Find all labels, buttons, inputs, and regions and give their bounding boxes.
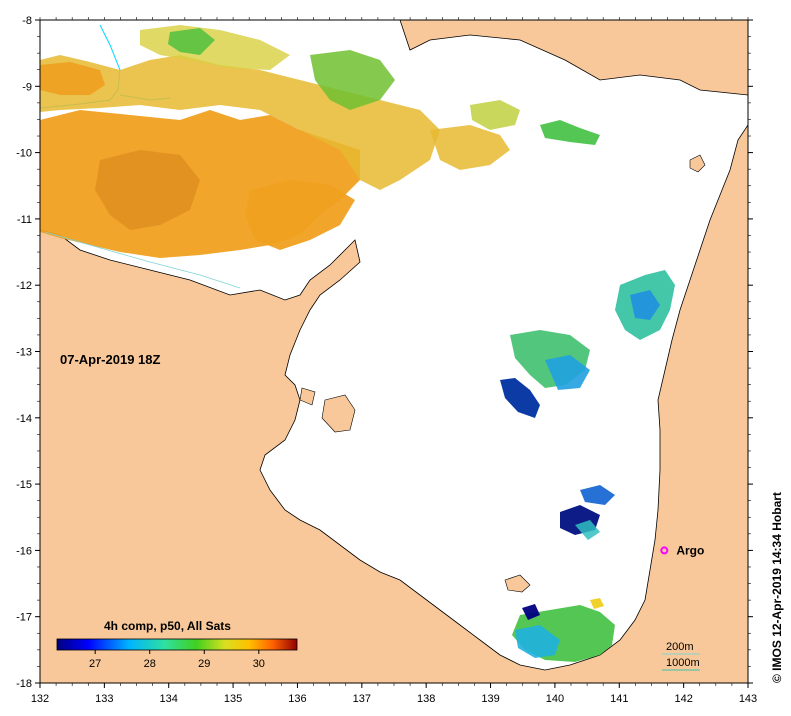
land-island bbox=[321, 394, 356, 433]
lat-tick-label: -10 bbox=[16, 148, 32, 160]
colorbar: 4h comp, p50, All Sats 27 28 29 30 bbox=[56, 619, 298, 670]
lon-tick-label: 139 bbox=[481, 693, 499, 705]
colorbar-gradient bbox=[56, 638, 298, 651]
isobath-200m-label: 200m bbox=[666, 641, 694, 653]
lon-tick-label: 136 bbox=[288, 693, 306, 705]
sst-patches-south bbox=[512, 598, 615, 662]
lon-tick-label: 132 bbox=[31, 693, 49, 705]
credit-box: © IMOS 12-Apr-2019 14:34 Hobart bbox=[770, 492, 784, 683]
lat-tick-label: -13 bbox=[16, 347, 32, 359]
lat-tick-label: -11 bbox=[17, 214, 32, 226]
lat-tick-label: -15 bbox=[16, 479, 32, 491]
land-island bbox=[689, 154, 706, 173]
isobath-legend: 200m 1000m bbox=[662, 641, 700, 671]
argo-label: Argo bbox=[676, 543, 704, 557]
lat-tick-label: -17 bbox=[16, 612, 32, 624]
land-island bbox=[504, 574, 531, 593]
lon-tick-label: 140 bbox=[546, 693, 564, 705]
lon-tick-label: 142 bbox=[674, 693, 692, 705]
lon-tick-label: 138 bbox=[417, 693, 435, 705]
colorbar-title: 4h comp, p50, All Sats bbox=[104, 619, 231, 633]
colorbar-tick-label: 28 bbox=[144, 658, 156, 670]
lat-tick-label: -14 bbox=[16, 413, 32, 425]
lat-tick-label: -16 bbox=[16, 545, 32, 557]
lon-tick-label: 133 bbox=[95, 693, 113, 705]
colorbar-tick-label: 30 bbox=[253, 658, 265, 670]
land-west bbox=[40, 124, 748, 683]
lon-tick-label: 134 bbox=[160, 693, 178, 705]
lat-tick-label: -12 bbox=[16, 280, 32, 292]
lat-axis: -8 -9 -10 -11 -12 -13 -14 -15 -16 -17 -18 bbox=[16, 15, 753, 690]
lon-tick-label: 137 bbox=[353, 693, 371, 705]
lat-tick-label: -18 bbox=[16, 678, 32, 690]
colorbar-ticks: 27 28 29 30 bbox=[89, 650, 265, 670]
lat-tick-label: -8 bbox=[22, 15, 32, 27]
sst-patches-gulf bbox=[500, 270, 675, 540]
lon-tick-label: 141 bbox=[610, 693, 628, 705]
isobath-200m bbox=[44, 231, 241, 289]
lat-tick-label: -9 bbox=[22, 81, 32, 93]
argo-marker: Argo bbox=[660, 543, 704, 557]
land-north bbox=[399, 20, 748, 96]
argo-dot bbox=[660, 546, 669, 555]
credit-text: © IMOS 12-Apr-2019 14:34 Hobart bbox=[770, 492, 784, 683]
lon-axis: 132 133 134 135 136 137 138 139 140 141 142 143 bbox=[31, 17, 757, 705]
isobath-1000m-label: 1000m bbox=[666, 657, 700, 669]
timestamp-label: 07-Apr-2019 18Z bbox=[60, 352, 160, 367]
colorbar-tick-label: 27 bbox=[89, 658, 101, 670]
lon-tick-label: 135 bbox=[224, 693, 242, 705]
colorbar-tick-label: 29 bbox=[198, 658, 210, 670]
land-island bbox=[299, 387, 316, 406]
sst-patches-north bbox=[40, 25, 600, 258]
lon-tick-label: 143 bbox=[739, 693, 757, 705]
